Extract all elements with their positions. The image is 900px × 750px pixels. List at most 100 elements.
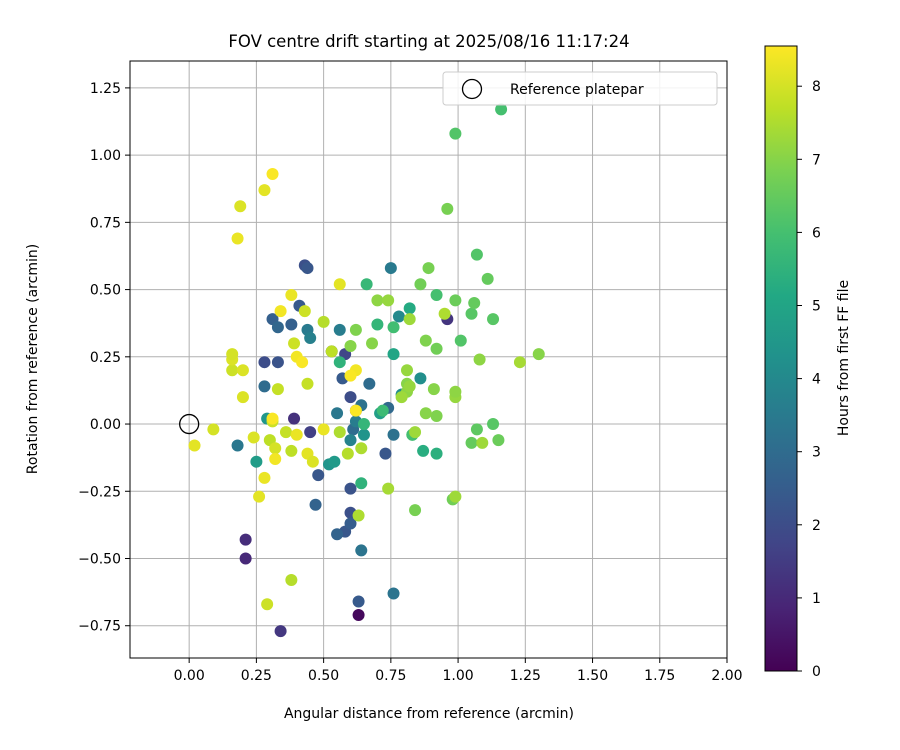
reference-platepar-marker: [179, 413, 200, 435]
data-point: [266, 167, 279, 180]
data-point: [274, 625, 287, 638]
data-point: [532, 348, 545, 361]
data-point: [352, 608, 365, 621]
data-point: [355, 477, 368, 490]
data-point: [333, 356, 346, 369]
data-point: [387, 587, 400, 600]
data-point: [333, 278, 346, 291]
data-point: [298, 305, 311, 318]
colorbar-tick-label: 8: [812, 79, 821, 95]
data-point: [414, 278, 427, 291]
data-point: [371, 294, 384, 307]
x-tick-label: 1.50: [577, 668, 608, 684]
colorbar-tick-label: 4: [812, 372, 821, 388]
colorbar-tick-label: 0: [812, 664, 821, 680]
data-point: [422, 262, 435, 275]
data-point: [279, 426, 292, 439]
grid-lines: [130, 61, 728, 658]
y-tick-label: −0.25: [78, 484, 121, 500]
data-point: [470, 423, 483, 436]
legend-label: Reference platepar: [510, 82, 644, 98]
data-point: [258, 380, 271, 393]
data-point: [357, 418, 370, 431]
data-point: [250, 455, 263, 468]
data-point: [247, 431, 260, 444]
data-point: [387, 321, 400, 334]
data-point: [430, 342, 443, 355]
data-point: [392, 310, 405, 323]
data-point: [414, 372, 427, 385]
data-point: [476, 436, 489, 449]
y-tick-label: 1.00: [90, 148, 121, 164]
data-point: [269, 453, 282, 465]
data-point: [400, 364, 413, 377]
data-point: [301, 377, 314, 390]
data-point: [261, 598, 274, 611]
data-point: [226, 348, 239, 361]
data-point: [349, 323, 362, 336]
data-point: [481, 272, 494, 285]
y-axis-label: Rotation from reference (arcmin): [25, 244, 41, 474]
x-tick-label: 0.50: [308, 668, 339, 684]
data-point: [403, 313, 416, 326]
data-points: [188, 103, 545, 638]
data-point: [344, 517, 357, 530]
data-point: [454, 334, 467, 347]
data-point: [239, 533, 252, 546]
data-point: [296, 356, 309, 369]
data-point: [495, 103, 508, 116]
data-point: [253, 490, 266, 503]
x-tick-label: 0.25: [241, 668, 272, 684]
colorbar-gradient: [764, 45, 798, 672]
data-point: [271, 356, 284, 369]
colorbar: 0 1 2 3 4 5 6 7 8 Hours from first FF file: [764, 45, 852, 680]
data-point: [288, 412, 301, 425]
colorbar-tick-label: 7: [812, 152, 821, 168]
legend-box: [442, 71, 718, 106]
y-tick-label: 0.75: [90, 215, 121, 231]
x-axis-label: Angular distance from reference (arcmin): [284, 706, 574, 722]
data-point: [328, 455, 341, 468]
data-point: [409, 426, 422, 439]
colorbar-tick-label: 3: [812, 445, 821, 461]
data-point: [301, 262, 314, 275]
data-point: [271, 321, 284, 334]
data-point: [207, 423, 220, 436]
colorbar-tick-label: 2: [812, 518, 821, 534]
y-tick-label: −0.75: [78, 619, 121, 635]
y-tick-label: 1.25: [90, 81, 121, 97]
data-point: [379, 447, 392, 460]
legend-marker-icon: [461, 78, 483, 100]
x-tick-label: 0.75: [375, 668, 406, 684]
data-point: [430, 409, 443, 422]
colorbar-label: Hours from first FF file: [836, 280, 852, 436]
x-tick-label: 1.25: [510, 668, 541, 684]
x-axis-ticks: 0.00 0.25 0.50 0.75 1.00 1.25 1.50 1.75 2.00: [174, 658, 743, 684]
data-point: [188, 439, 201, 452]
data-point: [403, 380, 416, 393]
data-point: [258, 356, 271, 369]
legend: Reference platepar: [442, 71, 718, 106]
data-point: [487, 418, 500, 431]
y-tick-label: −0.50: [78, 552, 121, 568]
data-point: [304, 426, 317, 439]
data-point: [331, 528, 344, 541]
data-point: [344, 369, 357, 382]
data-point: [258, 184, 271, 197]
data-point: [473, 353, 486, 366]
data-point: [312, 469, 325, 482]
y-tick-label: 0.50: [90, 283, 121, 299]
colorbar-tick-label: 1: [812, 591, 821, 607]
data-point: [226, 364, 239, 377]
data-point: [363, 377, 376, 390]
y-tick-label: 0.25: [90, 350, 121, 366]
data-point: [449, 490, 462, 503]
data-point: [325, 345, 338, 358]
data-point: [236, 391, 249, 404]
data-point: [288, 337, 301, 350]
data-point: [234, 200, 247, 213]
data-point: [271, 383, 284, 396]
data-point: [285, 288, 298, 301]
data-point: [441, 202, 454, 215]
x-tick-label: 1.75: [644, 668, 675, 684]
